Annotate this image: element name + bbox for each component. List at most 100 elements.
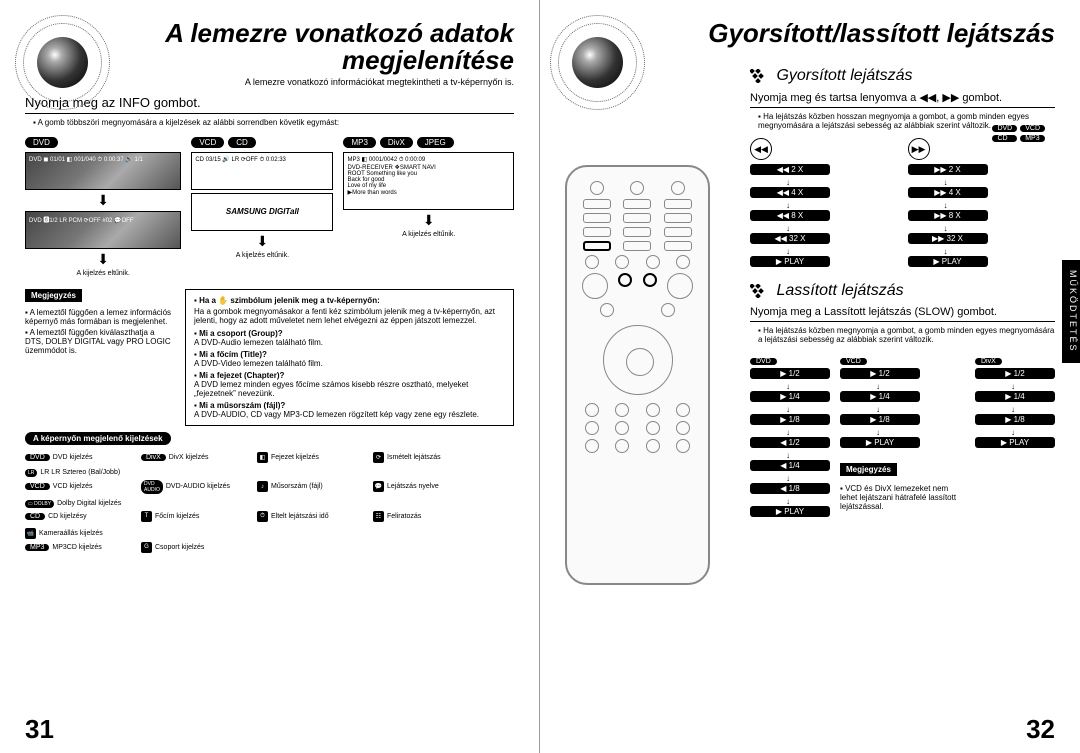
section-marker-icon bbox=[750, 69, 768, 83]
slow-head-vcd: VCD bbox=[840, 358, 867, 365]
badge-mp3: MP3 bbox=[343, 137, 375, 148]
legend-item: ♪Műsorszám (fájl) bbox=[257, 481, 367, 492]
badge-cd: CD bbox=[228, 137, 256, 148]
hand-heading: ▪ Ha a ✋ szimbólum jelenik meg a tv-képe… bbox=[194, 296, 505, 305]
forward-icon: ▶▶ bbox=[908, 138, 930, 160]
speed-pill: ◀◀ 4 X bbox=[750, 187, 830, 198]
rewind-icon: ◀◀ bbox=[750, 138, 772, 160]
legend-item: CDCD kijelzésy bbox=[25, 513, 135, 520]
speed-pill: ◀◀ 32 X bbox=[750, 233, 830, 244]
note-label: Megjegyzés bbox=[25, 289, 82, 302]
legend-item: GCsoport kijelzés bbox=[141, 542, 251, 553]
speed-pill: ▶ PLAY bbox=[908, 256, 988, 267]
badge-dvd: DVD bbox=[992, 125, 1017, 132]
speed-pill: ▶▶ 8 X bbox=[908, 210, 988, 221]
legend-title: A képernyőn megjelenő kijelzések bbox=[25, 432, 171, 445]
format-badges: DVD VCD CD MP3 bbox=[992, 125, 1045, 142]
badge-vcd: VCD bbox=[1020, 125, 1045, 132]
legend-item: LRLR LR Sztereo (Bal/Jobb) bbox=[25, 469, 135, 477]
badge-divx: DivX bbox=[380, 137, 413, 148]
side-tab: MŰKÖDTETÉS bbox=[1062, 260, 1080, 363]
page-title: Gyorsított/lassított lejátszás bbox=[665, 20, 1055, 47]
screen-mp3: MP3 ◧ 0001/0042 ⏱ 0:00:09 DVD-RECEIVER ❖… bbox=[343, 152, 514, 210]
note-text: ▪ A lemeztől függően kiválaszthatja a DT… bbox=[25, 328, 175, 355]
title-line1: A lemezre vonatkozó adatok bbox=[165, 18, 514, 48]
page-subtitle: A lemezre vonatkozó információkat megtek… bbox=[125, 77, 514, 87]
speed-pill: ▶ 1/8 bbox=[975, 414, 1055, 425]
page-32: Gyorsított/lassított lejátszás MŰKÖDTETÉ… bbox=[540, 0, 1080, 753]
display-examples: DVD DVD ◼ 01/01 ◧ 001/040 ⏱ 0:00:37 🔊 1/… bbox=[25, 133, 514, 279]
slow-head-dvd: DVD bbox=[750, 358, 777, 365]
speed-pill: ▶ 1/8 bbox=[750, 414, 830, 425]
fast-speed-columns: ◀◀ ◀◀ 2 X↓◀◀ 4 X↓◀◀ 8 X↓◀◀ 32 X↓▶ PLAY ▶… bbox=[750, 138, 1055, 270]
down-arrow-icon: ⬇ bbox=[25, 251, 181, 268]
display-disappears: A kijelzés eltűnik. bbox=[343, 231, 514, 238]
speed-pill: ▶ 1/2 bbox=[840, 368, 920, 379]
badge-dvd: DVD bbox=[25, 137, 58, 148]
display-disappears: A kijelzés eltűnik. bbox=[191, 252, 333, 259]
speed-pill: ◀◀ 8 X bbox=[750, 210, 830, 221]
screen-dvd-1: DVD ◼ 01/01 ◧ 001/040 ⏱ 0:00:37 🔊 1/1 bbox=[25, 152, 181, 190]
icon-legend: DVDDVD kijelzés DivXDivX kijelzés ◧Fejezet… bbox=[25, 452, 514, 553]
hand-symbol-box: ▪ Ha a ✋ szimbólum jelenik meg a tv-képe… bbox=[185, 289, 514, 426]
speed-pill: ▶▶ 4 X bbox=[908, 187, 988, 198]
legend-item: ◧Fejezet kijelzés bbox=[257, 452, 367, 463]
slow-instruction: Nyomja meg a Lassított lejátszás (SLOW) … bbox=[750, 306, 1055, 322]
speed-pill: ▶ 1/4 bbox=[750, 391, 830, 402]
down-arrow-icon: ⬇ bbox=[343, 212, 514, 229]
speed-pill: ▶ 1/2 bbox=[750, 368, 830, 379]
speed-pill: ▶ 1/4 bbox=[975, 391, 1055, 402]
badge-jpeg: JPEG bbox=[417, 137, 454, 148]
section-slow: Lassított lejátszás bbox=[750, 282, 1055, 300]
legend-item: DivXDivX kijelzés bbox=[141, 454, 251, 461]
speed-pill: ▶ 1/2 bbox=[975, 368, 1055, 379]
speaker-icon bbox=[15, 15, 110, 110]
page-title: A lemezre vonatkozó adatok megjelenítése bbox=[125, 20, 514, 75]
remote-forward-button[interactable] bbox=[643, 273, 657, 287]
legend-item: TFőcím kijelzés bbox=[141, 511, 251, 522]
hand-text: Ha a gombok megnyomásakor a fenti kéz sz… bbox=[194, 307, 505, 325]
speed-pill: ◀ 1/2 bbox=[750, 437, 830, 448]
instruction-note: A gomb többszöri megnyomására a kijelzés… bbox=[33, 118, 514, 127]
section-fast: Gyorsított lejátszás bbox=[750, 67, 1055, 85]
speed-pill: ◀ 1/4 bbox=[750, 460, 830, 471]
legend-item: ☷Feliratozás bbox=[373, 511, 483, 522]
legend-item: ⟳Ismételt lejátszás bbox=[373, 452, 483, 463]
speed-pill: ▶ PLAY bbox=[750, 256, 830, 267]
note-text: ▪ A lemeztől függően a lemez információs… bbox=[25, 308, 175, 326]
legend-item: ⏱Eltelt lejátszási idő bbox=[257, 511, 367, 522]
title-line2: megjelenítése bbox=[342, 45, 514, 75]
slow-speed-columns: DVD ▶ 1/2↓▶ 1/4↓▶ 1/8↓◀ 1/2↓◀ 1/4↓◀ 1/8↓… bbox=[750, 350, 1055, 520]
legend-item: DVD AUDIODVD-AUDIO kijelzés bbox=[141, 480, 251, 494]
badge-cd: CD bbox=[992, 135, 1017, 142]
screen-dvd-2: DVD 🅶1/2 LR PCM ⟳OFF #02 💬OFF bbox=[25, 211, 181, 249]
speed-pill: ▶ 1/4 bbox=[840, 391, 920, 402]
legend-item: 📹Kameraállás kijelzés bbox=[25, 528, 135, 539]
screen-cd: CD 03/15 🔊 LR ⟳OFF ⏱ 0:02:33 bbox=[191, 152, 333, 190]
page-31: A lemezre vonatkozó adatok megjelenítése… bbox=[0, 0, 540, 753]
speed-pill: ▶ PLAY bbox=[840, 437, 920, 448]
remote-dpad[interactable] bbox=[603, 325, 673, 395]
fast-instruction: Nyomja meg és tartsa lenyomva a ◀◀, ▶▶ g… bbox=[750, 91, 1055, 108]
speed-pill: ▶▶ 32 X bbox=[908, 233, 988, 244]
slow-head-divx: DivX bbox=[975, 358, 1002, 365]
speed-pill: ▶▶ 2 X bbox=[908, 164, 988, 175]
speed-pill: ▶ 1/8 bbox=[840, 414, 920, 425]
speed-pill: ▶ PLAY bbox=[975, 437, 1055, 448]
display-disappears: A kijelzés eltűnik. bbox=[25, 270, 181, 277]
remote-slow-button[interactable] bbox=[583, 241, 611, 251]
page-number: 32 bbox=[1026, 714, 1055, 745]
slow-note: Ha lejátszás közben megnyomja a gombot, … bbox=[758, 326, 1055, 344]
legend-item: VCDVCD kijelzés bbox=[25, 483, 135, 490]
badge-vcd: VCD bbox=[191, 137, 224, 148]
legend-item: MP3MP3CD kijelzés bbox=[25, 544, 135, 551]
legend-item: 💬Lejátszás nyelve bbox=[373, 481, 483, 492]
section-marker-icon bbox=[750, 284, 768, 298]
screen-samsung: SAMSUNG DIGITall bbox=[191, 193, 333, 231]
badge-mp3: MP3 bbox=[1020, 135, 1045, 142]
legend-item: DVDDVD kijelzés bbox=[25, 454, 135, 461]
note-label: Megjegyzés bbox=[840, 463, 897, 476]
remote-rewind-button[interactable] bbox=[618, 273, 632, 287]
speed-pill: ◀ 1/8 bbox=[750, 483, 830, 494]
speed-pill: ◀◀ 2 X bbox=[750, 164, 830, 175]
